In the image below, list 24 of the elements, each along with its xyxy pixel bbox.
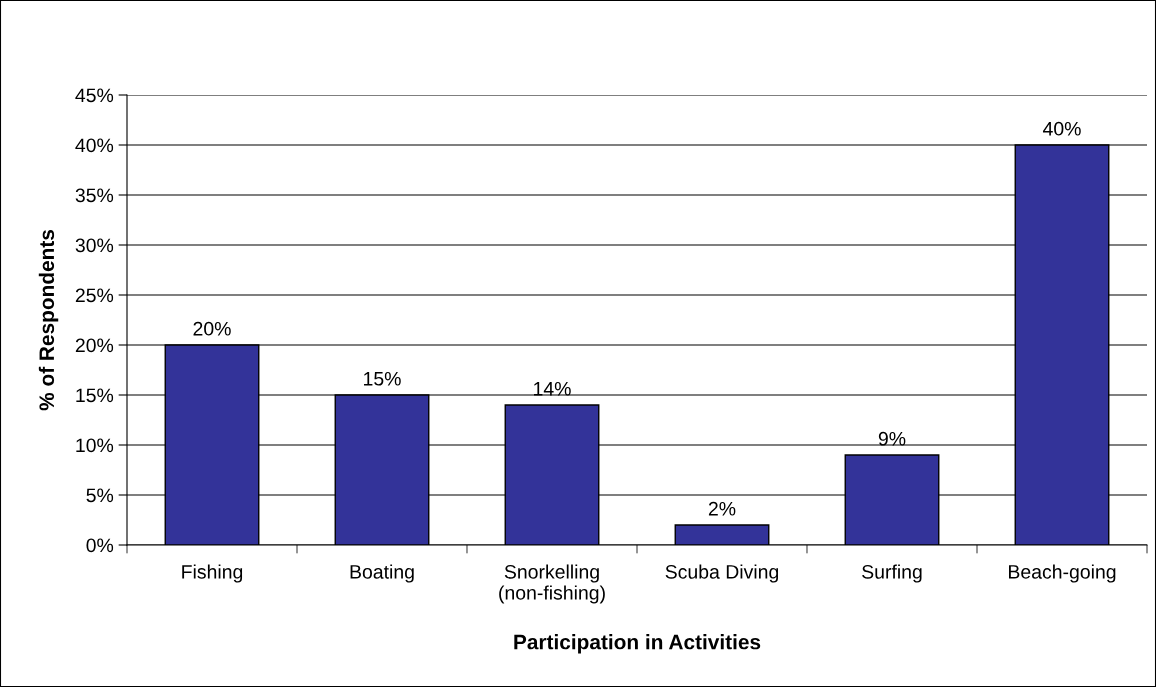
y-tick-label: 25%: [75, 288, 114, 303]
x-tick-label: Boating: [350, 564, 414, 583]
y-tick-label: 30%: [75, 238, 114, 253]
y-tick-label: 15%: [76, 388, 114, 403]
data-label: 15%: [364, 371, 401, 386]
data-label: 9%: [878, 431, 906, 446]
x-tick-label: Fishing: [182, 564, 243, 583]
data-label: 14%: [534, 381, 571, 396]
data-label: 40%: [1042, 121, 1081, 136]
x-axis-title: Participation in Activities: [514, 634, 761, 654]
y-tick-label: 5%: [86, 488, 114, 503]
y-tick-label: 35%: [75, 188, 114, 203]
x-tick-label: Surfing: [862, 564, 922, 583]
y-tick-label: 45%: [75, 88, 114, 103]
y-tick-label: 0%: [86, 538, 114, 553]
x-tick-label: Snorkelling (non-fishing): [499, 564, 605, 604]
data-label: 2%: [708, 501, 736, 516]
data-label: 20%: [193, 321, 231, 336]
x-tick-label: Scuba Diving: [665, 564, 779, 583]
x-tick-label: Beach-going: [1009, 564, 1116, 583]
y-tick-label: 40%: [75, 138, 114, 153]
y-tick-label: 20%: [75, 338, 114, 353]
y-axis-title: % of Respondents: [38, 229, 59, 411]
y-tick-label: 10%: [76, 438, 114, 453]
